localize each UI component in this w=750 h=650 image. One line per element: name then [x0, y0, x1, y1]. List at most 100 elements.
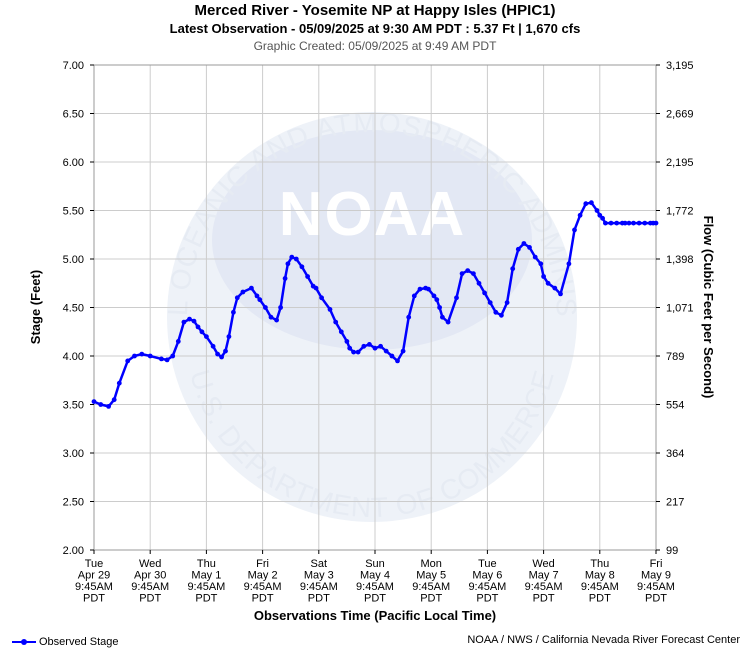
y-tick-label: 4.00 [63, 351, 84, 363]
grid-lines [94, 65, 656, 550]
y2-tick-label: 217 [666, 497, 684, 509]
data-point [192, 319, 197, 324]
data-point [351, 350, 356, 355]
y2-tick-label: 364 [666, 448, 684, 460]
data-point [361, 344, 366, 349]
data-point [516, 247, 521, 252]
data-point [347, 346, 352, 351]
data-point [460, 271, 465, 276]
x-tick-label: Mon May 5 9:45AM PDT [412, 558, 450, 605]
x-axis-ticks: Tue Apr 29 9:45AM PDT Wed Apr 30 9:45AM PDT Thu M… [75, 550, 675, 605]
data-point [98, 402, 103, 407]
data-point [196, 325, 201, 330]
data-point [446, 320, 451, 325]
data-point [527, 245, 532, 250]
legend: Observed Stage [12, 636, 119, 648]
data-point [257, 297, 262, 302]
y2-tick-label: 1,772 [666, 206, 694, 218]
data-point [558, 292, 563, 297]
data-point [159, 357, 164, 362]
data-point [522, 241, 527, 246]
data-point [406, 315, 411, 320]
data-point [314, 286, 319, 291]
data-point [603, 221, 608, 226]
data-point [488, 300, 493, 305]
data-point [223, 349, 228, 354]
data-point [200, 329, 205, 334]
data-point [112, 397, 117, 402]
data-point [241, 290, 246, 295]
data-point [294, 257, 299, 262]
data-point [176, 339, 181, 344]
y-tick-label: 6.50 [63, 109, 84, 121]
x-tick-label: Sun May 4 9:45AM PDT [356, 558, 394, 605]
data-point [227, 334, 232, 339]
data-point [231, 310, 236, 315]
data-point [339, 329, 344, 334]
data-point [434, 297, 439, 302]
data-point [204, 334, 209, 339]
data-point [637, 221, 642, 226]
x-tick-label: Wed Apr 30 9:45AM PDT [131, 558, 169, 605]
y2-tick-label: 1,398 [666, 254, 694, 266]
data-point [249, 286, 254, 291]
data-point [278, 305, 283, 310]
data-point [378, 344, 383, 349]
y2-tick-label: 1,071 [666, 303, 694, 315]
data-point [165, 358, 170, 363]
data-point [533, 255, 538, 260]
data-point [283, 276, 288, 281]
y-tick-label: 2.50 [63, 497, 84, 509]
data-point [106, 404, 111, 409]
data-point [471, 271, 476, 276]
data-point [219, 355, 224, 360]
y-axis-label: Stage (Feet) [28, 270, 43, 344]
data-point [437, 305, 442, 310]
y-tick-label: 3.50 [63, 400, 84, 412]
y2-tick-label: 2,669 [666, 109, 694, 121]
y2-tick-label: 554 [666, 400, 684, 412]
legend-label: Observed Stage [39, 636, 119, 648]
y2-tick-label: 789 [666, 351, 684, 363]
noaa-wordmark: NOAA [279, 180, 466, 249]
data-point [356, 350, 361, 355]
y-tick-label: 4.50 [63, 303, 84, 315]
data-point [286, 261, 291, 266]
y-tick-label: 3.00 [63, 448, 84, 460]
data-point [627, 221, 632, 226]
data-point [546, 281, 551, 286]
data-point [92, 399, 97, 404]
data-point [305, 274, 310, 279]
data-point [289, 255, 294, 260]
data-point [583, 201, 588, 206]
data-point [401, 349, 406, 354]
y2-axis-label: Flow (Cubic Feet per Second) [701, 216, 716, 399]
data-point [600, 216, 605, 221]
y-axis-ticks: 2.00 2.50 3.00 3.50 4.00 4.50 5.00 5.50 6.00 6.50… [63, 60, 94, 557]
data-point [482, 291, 487, 296]
data-point [572, 228, 577, 233]
data-point [345, 339, 350, 344]
data-point [589, 200, 594, 205]
data-point [211, 344, 216, 349]
x-tick-label: Fri May 9 9:45AM PDT [637, 558, 675, 605]
data-point [477, 281, 482, 286]
y-tick-label: 7.00 [63, 60, 84, 72]
data-point [367, 342, 372, 347]
data-point [395, 359, 400, 364]
data-point [170, 354, 175, 359]
x-tick-label: Fri May 2 9:45AM PDT [244, 558, 282, 605]
data-point [390, 354, 395, 359]
data-point [269, 315, 274, 320]
data-point [412, 294, 417, 299]
data-point [493, 310, 498, 315]
data-point [274, 318, 279, 323]
data-point [499, 313, 504, 318]
y2-tick-label: 99 [666, 545, 678, 557]
data-point [631, 221, 636, 226]
data-point [139, 352, 144, 357]
data-point [614, 221, 619, 226]
y2-axis-ticks: 99 217 364 554 789 1,071 1,398 1,772 2,195 2,669 3… [656, 60, 694, 557]
x-tick-label: Wed May 7 9:45AM PDT [525, 558, 563, 605]
